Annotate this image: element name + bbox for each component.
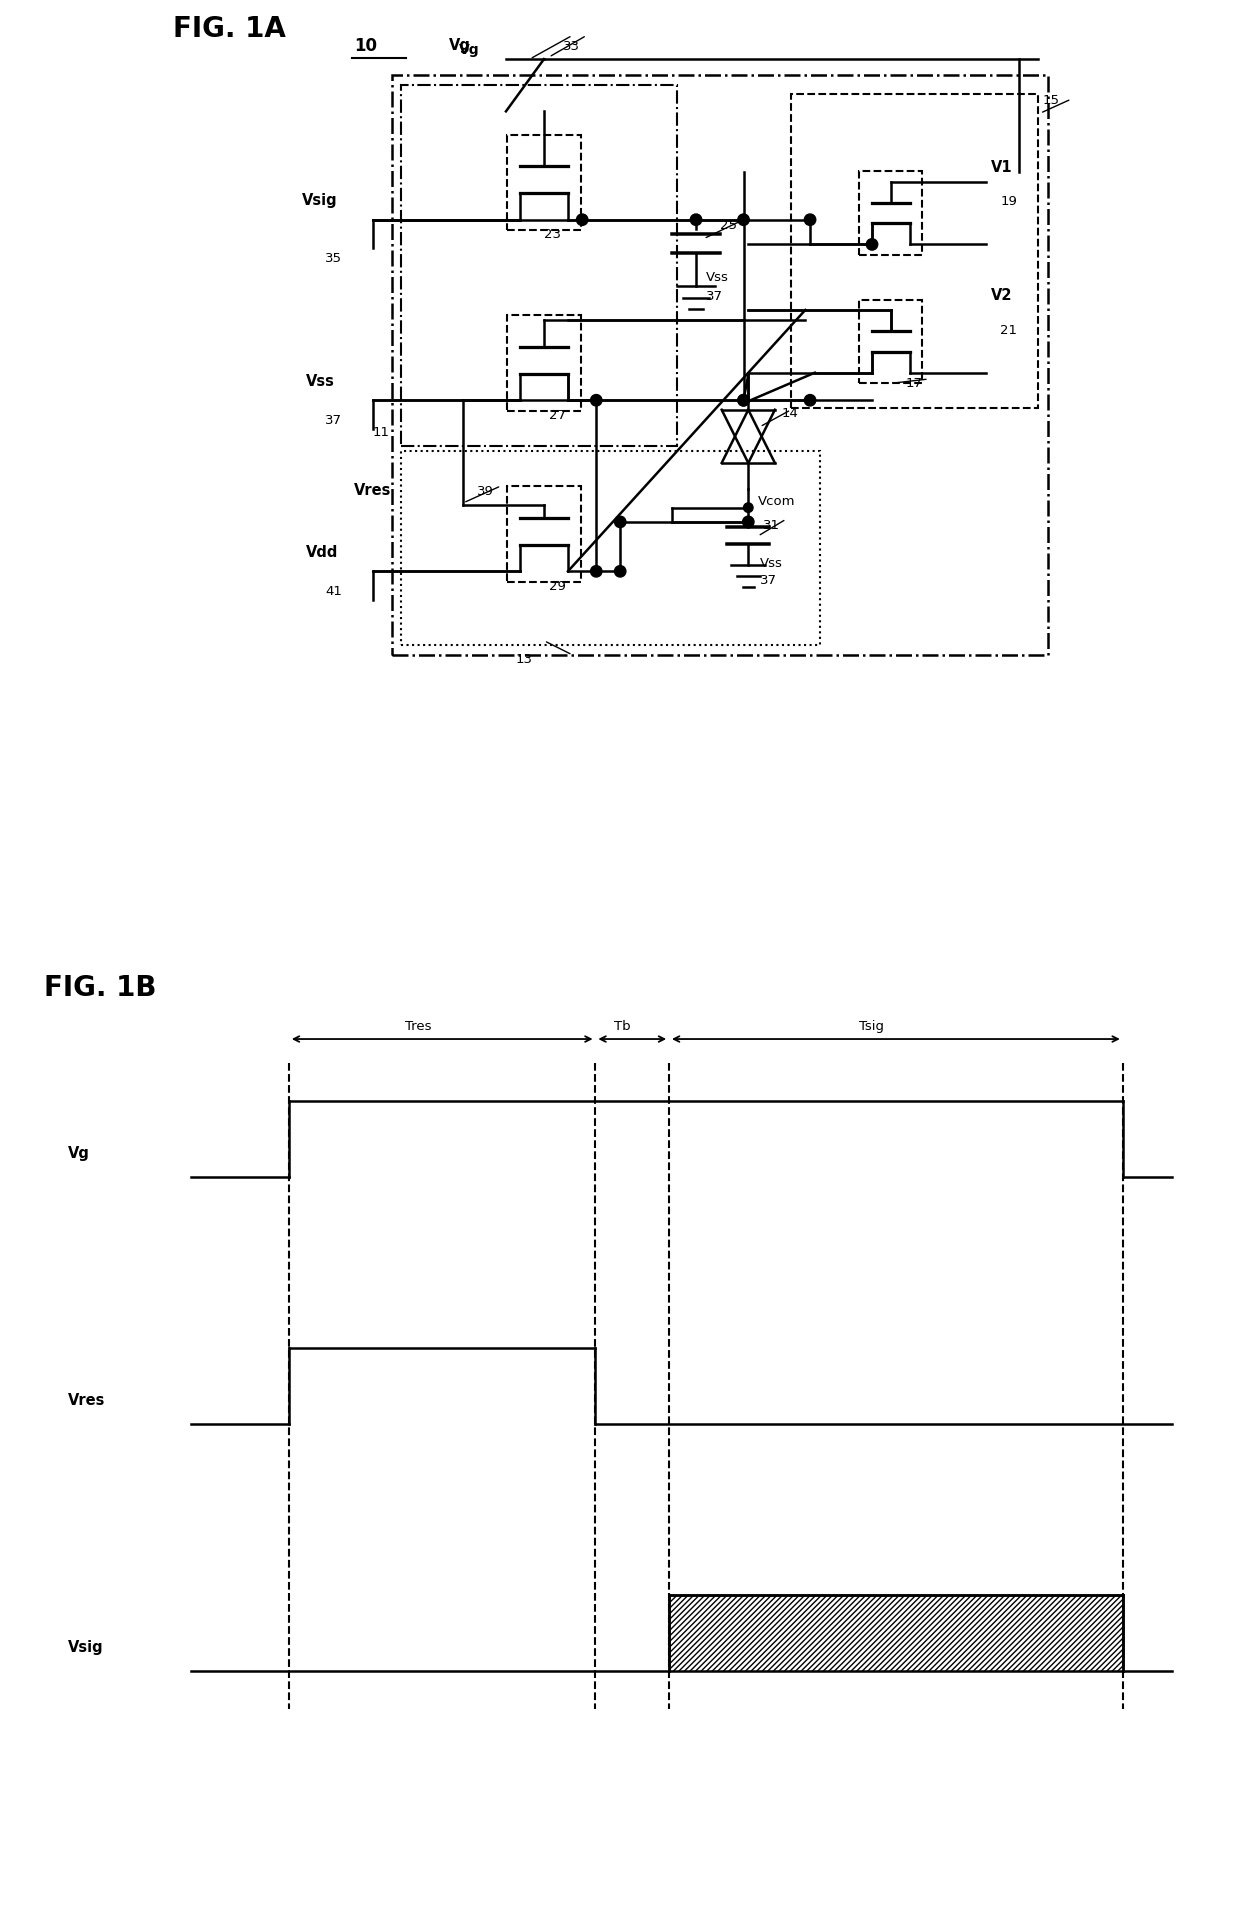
Text: Vss: Vss [306,373,335,389]
Bar [859,300,923,383]
Circle shape [738,214,749,225]
Text: 13: 13 [516,653,532,666]
Bar [507,487,582,581]
Text: 21: 21 [1001,323,1017,337]
Text: 33: 33 [563,40,580,52]
Text: 25: 25 [719,219,737,233]
Text: Tres: Tres [405,1020,432,1032]
Circle shape [744,502,753,512]
Circle shape [867,239,878,250]
Circle shape [743,516,754,527]
Circle shape [805,395,816,406]
Text: FIG. 1B: FIG. 1B [43,974,156,1003]
Text: V2: V2 [991,289,1012,304]
Circle shape [590,395,601,406]
Circle shape [738,395,749,406]
Text: 11: 11 [373,425,389,439]
Text: 41: 41 [325,585,342,599]
Circle shape [805,214,816,225]
Bar [402,450,820,645]
Circle shape [738,395,749,406]
Text: Tsig: Tsig [859,1020,884,1032]
Text: Vdd: Vdd [306,545,339,560]
Bar [507,316,582,410]
Text: 19: 19 [1001,196,1017,208]
Text: FIG. 1A: FIG. 1A [174,15,286,42]
Text: 14: 14 [781,408,799,420]
Text: 37: 37 [706,291,723,304]
Text: Vss: Vss [706,271,728,285]
Bar [670,1596,1122,1671]
Text: Vsig: Vsig [68,1640,104,1656]
Text: 29: 29 [549,579,565,593]
Circle shape [577,214,588,225]
Text: 39: 39 [477,485,495,499]
Bar [392,75,1048,655]
Text: 31: 31 [763,518,780,531]
Text: 15: 15 [1043,94,1060,106]
Text: 35: 35 [325,252,342,266]
Bar [791,94,1038,408]
Text: Vcom: Vcom [758,495,795,508]
Text: 27: 27 [549,408,565,422]
Text: 17: 17 [905,377,923,391]
Circle shape [590,566,601,577]
Text: Vsig: Vsig [301,192,337,208]
Text: 37: 37 [325,414,342,427]
Text: 10: 10 [353,37,377,56]
Text: Vss: Vss [760,556,782,570]
Bar [402,85,677,447]
Text: Tb: Tb [614,1020,630,1032]
Text: Vg: Vg [68,1145,91,1161]
Bar [859,171,923,254]
Text: V1: V1 [991,160,1012,175]
Circle shape [691,214,702,225]
Circle shape [615,516,626,527]
Text: Vres: Vres [353,483,392,499]
Text: Vg: Vg [459,44,479,58]
Text: 23: 23 [544,229,560,241]
Text: Vres: Vres [68,1394,105,1407]
Circle shape [615,566,626,577]
Bar [507,135,582,231]
Text: Vg: Vg [449,38,471,52]
Text: 37: 37 [760,574,776,587]
